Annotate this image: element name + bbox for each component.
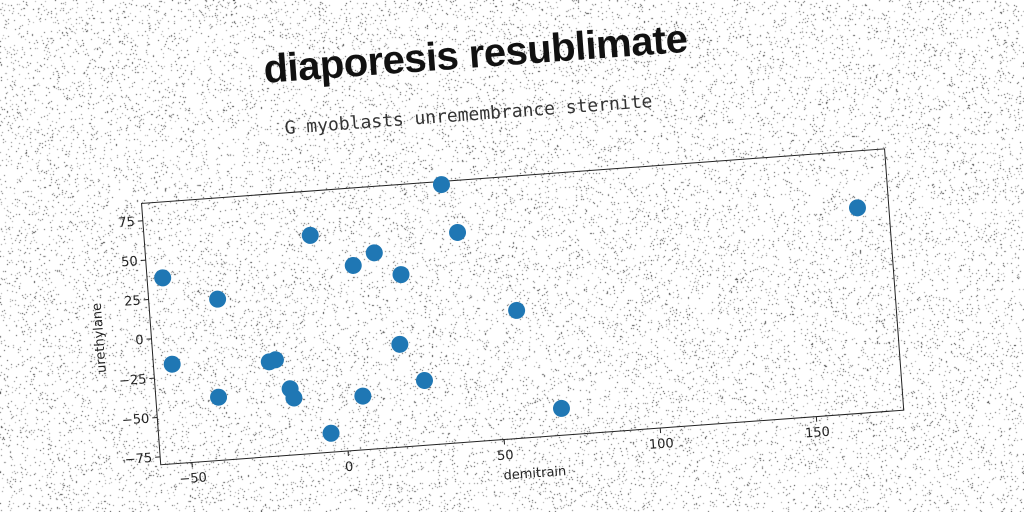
- data-point: [552, 399, 570, 417]
- data-point: [432, 176, 450, 194]
- y-axis-label: urethylane: [90, 302, 110, 373]
- x-axis-label: demitrain: [503, 464, 567, 484]
- data-point: [848, 199, 866, 217]
- y-tick-label: 75: [118, 215, 136, 231]
- data-point: [354, 387, 372, 405]
- x-tick-label: 150: [805, 425, 831, 442]
- x-tick-label: 0: [345, 460, 354, 476]
- data-point: [163, 355, 181, 373]
- data-point: [154, 269, 172, 287]
- y-axis: −75 −50 −25 0 25 50 75: [118, 215, 161, 468]
- data-points: [154, 176, 866, 442]
- data-point: [392, 266, 410, 284]
- plot-frame: [141, 148, 905, 466]
- x-tick-label: 100: [649, 436, 675, 453]
- data-point: [266, 351, 284, 369]
- data-point: [301, 226, 319, 244]
- data-point: [391, 335, 409, 353]
- data-point: [365, 244, 383, 262]
- data-point: [415, 371, 433, 389]
- data-point: [210, 388, 228, 406]
- y-tick-label: 50: [121, 254, 139, 270]
- x-tick-label: 50: [497, 448, 515, 464]
- data-point: [322, 424, 340, 442]
- y-tick-label: −75: [124, 451, 152, 468]
- x-tick-label: −50: [179, 470, 207, 487]
- y-tick-label: 25: [124, 294, 142, 310]
- data-point: [209, 290, 227, 308]
- data-point: [508, 301, 526, 319]
- x-axis: −50 0 50 100 150: [179, 416, 831, 487]
- data-point: [285, 389, 303, 407]
- y-tick-label: −25: [119, 372, 147, 389]
- data-point: [344, 256, 362, 274]
- data-point: [449, 223, 467, 241]
- y-tick-label: −50: [121, 412, 149, 429]
- y-tick-label: 0: [135, 333, 144, 349]
